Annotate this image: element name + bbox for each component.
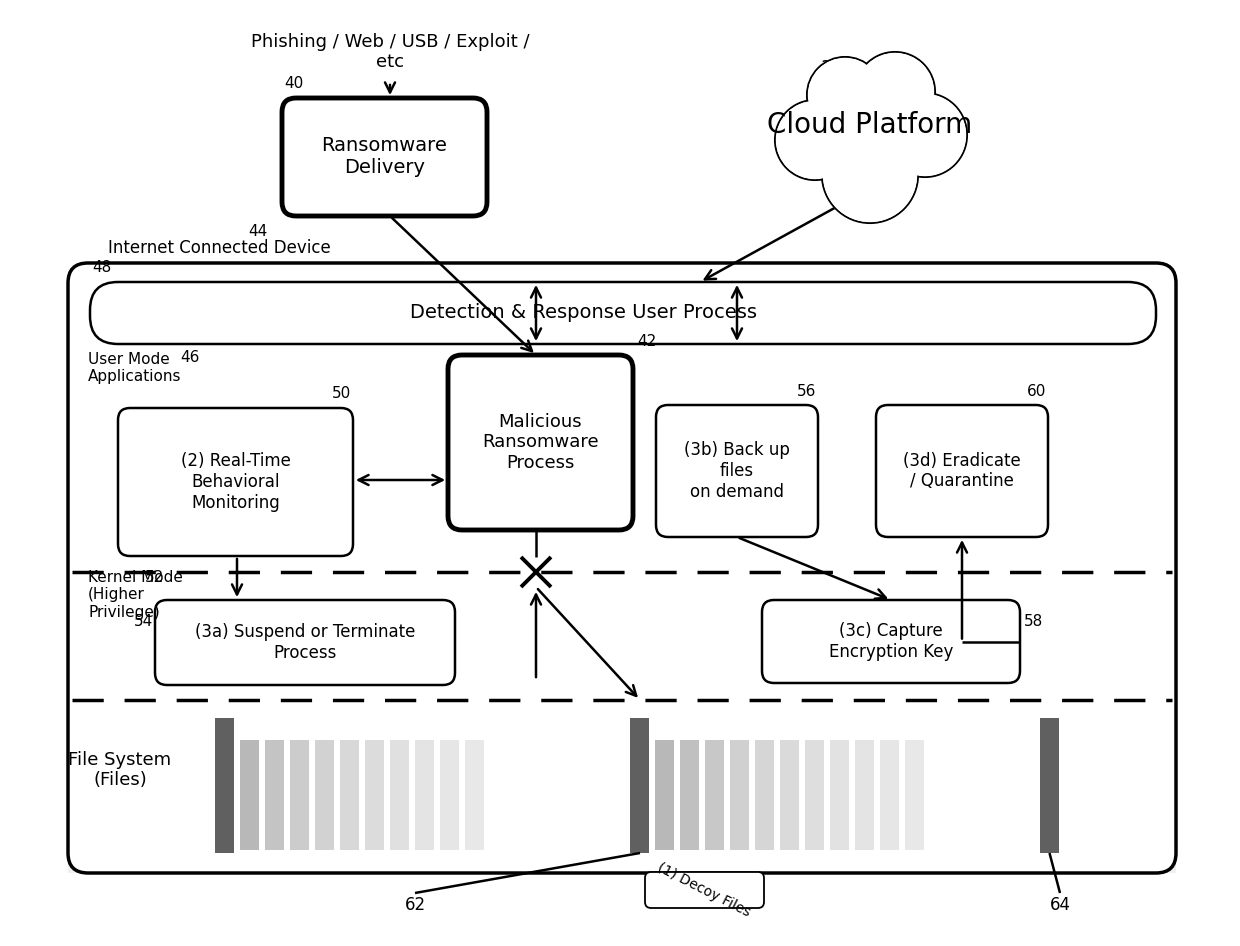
Text: (3c) Capture
Encryption Key: (3c) Capture Encryption Key [828,622,954,661]
FancyBboxPatch shape [91,282,1156,344]
Bar [365,740,384,850]
Text: 48: 48 [92,260,112,275]
Text: Phishing / Web / USB / Exploit /
etc: Phishing / Web / USB / Exploit / etc [250,32,529,71]
Circle shape [815,75,925,185]
Bar [241,740,259,850]
Circle shape [816,77,924,184]
FancyBboxPatch shape [281,98,487,216]
Bar [465,740,484,850]
Circle shape [823,129,916,221]
Text: Cloud Platform: Cloud Platform [768,111,972,139]
Bar [1040,718,1059,853]
Circle shape [775,100,856,180]
Text: 62: 62 [404,896,425,914]
Text: (3b) Back up
files
on demand: (3b) Back up files on demand [684,441,790,500]
FancyBboxPatch shape [448,355,632,530]
Text: 58: 58 [1024,615,1043,629]
Text: User Mode
Applications: User Mode Applications [88,352,181,384]
Bar [706,740,724,850]
Bar [68,700,1176,873]
FancyBboxPatch shape [763,600,1021,683]
Circle shape [856,52,935,132]
Bar [880,740,899,850]
Text: 50: 50 [332,387,351,401]
Bar [905,740,924,850]
Bar [655,740,675,850]
Text: 46: 46 [180,351,200,365]
Text: 40: 40 [284,77,304,92]
Bar [780,740,799,850]
Text: (3a) Suspend or Terminate
Process: (3a) Suspend or Terminate Process [195,623,415,662]
Bar [265,740,284,850]
Bar [290,740,309,850]
Text: 60: 60 [1027,383,1047,398]
Text: 54: 54 [134,615,153,629]
Text: (1) Decoy Files: (1) Decoy Files [655,861,753,920]
FancyBboxPatch shape [656,405,818,537]
Circle shape [857,54,934,131]
Text: Internet Connected Device: Internet Connected Device [108,239,331,257]
Bar [680,740,699,850]
Text: File System
(Files): File System (Files) [68,750,171,789]
Bar [730,740,749,850]
Circle shape [884,95,966,176]
Text: 56: 56 [796,383,816,398]
Text: 52: 52 [145,570,164,586]
Bar [315,740,334,850]
Text: (3d) Eradicate
/ Quarantine: (3d) Eradicate / Quarantine [903,451,1021,490]
Bar [215,718,234,853]
FancyBboxPatch shape [875,405,1048,537]
Text: 44: 44 [248,224,268,239]
FancyBboxPatch shape [645,872,764,908]
Bar [440,740,459,850]
Bar [830,740,849,850]
Bar [415,740,434,850]
Bar [755,740,774,850]
Text: (2) Real-Time
Behavioral
Monitoring: (2) Real-Time Behavioral Monitoring [181,452,290,512]
FancyBboxPatch shape [68,263,1176,873]
Circle shape [822,127,918,223]
Bar [805,740,825,850]
FancyBboxPatch shape [118,408,353,556]
Text: 42: 42 [637,334,656,348]
Text: 64: 64 [1049,896,1070,914]
Text: Kernel Mode
(Higher
Privilege): Kernel Mode (Higher Privilege) [88,570,182,620]
Text: Detection & Response User Process: Detection & Response User Process [409,304,756,323]
Text: 1: 1 [820,61,830,76]
Bar [340,740,360,850]
Bar [391,740,409,850]
Circle shape [808,59,882,131]
Text: Malicious
Ransomware
Process: Malicious Ransomware Process [482,412,599,472]
FancyBboxPatch shape [155,600,455,685]
Bar [630,718,649,853]
Bar [856,740,874,850]
Circle shape [883,93,967,177]
Circle shape [776,101,853,179]
Text: Ransomware
Delivery: Ransomware Delivery [321,136,448,178]
Circle shape [807,57,883,133]
